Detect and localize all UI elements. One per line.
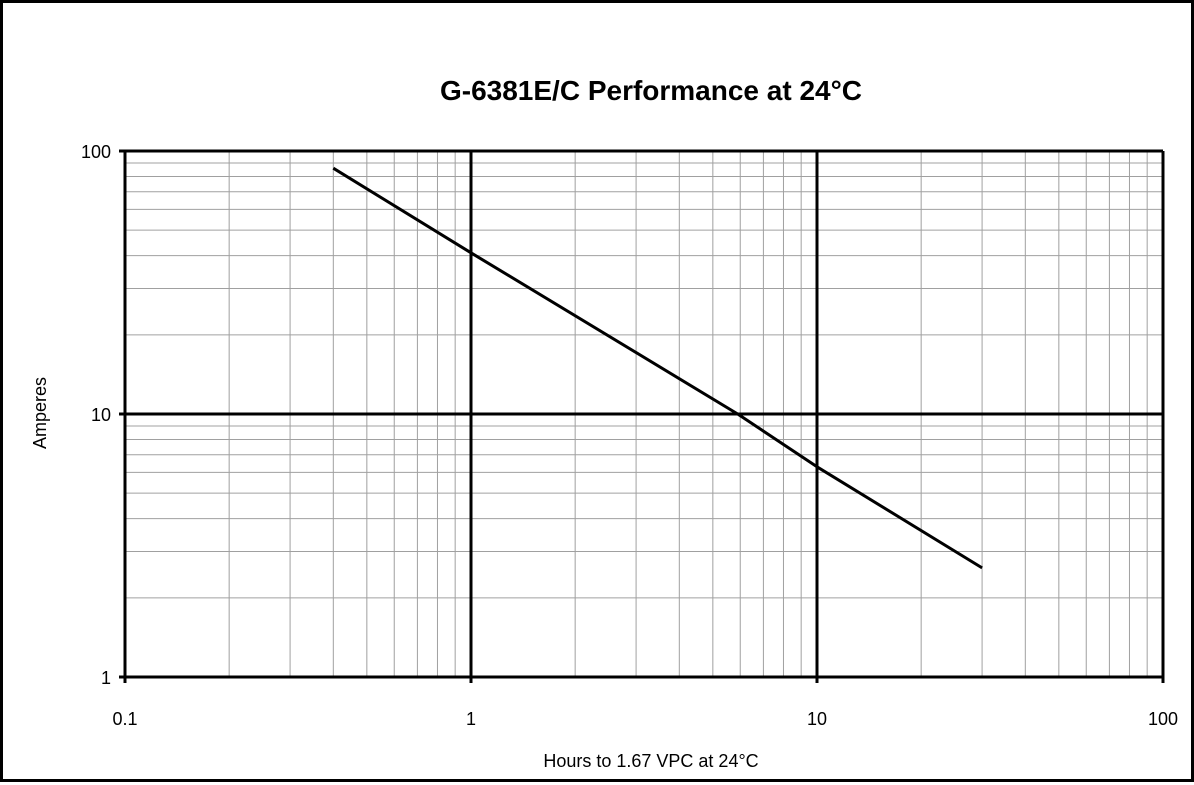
series-line bbox=[332, 166, 983, 570]
x-tick-label: 100 bbox=[1148, 709, 1178, 729]
y-tick-label: 100 bbox=[81, 142, 111, 162]
series bbox=[332, 166, 983, 570]
x-tick-label: 1 bbox=[466, 709, 476, 729]
x-tick-label: 0.1 bbox=[112, 709, 137, 729]
y-tick-label: 10 bbox=[91, 405, 111, 425]
x-axis-label: Hours to 1.67 VPC at 24°C bbox=[543, 751, 758, 771]
y-axis-label: Amperes bbox=[30, 377, 50, 449]
x-tick-labels: 0.1 1 10 100 bbox=[112, 709, 1178, 729]
grid bbox=[119, 149, 1165, 683]
x-tick-label: 10 bbox=[807, 709, 827, 729]
y-tick-labels: 1 10 100 bbox=[81, 142, 111, 688]
performance-chart: G-6381E/C Performance at 24°C 1 10 100 0.1… bbox=[30, 75, 1178, 771]
y-tick-label: 1 bbox=[101, 668, 111, 688]
chart-title: G-6381E/C Performance at 24°C bbox=[440, 75, 862, 106]
